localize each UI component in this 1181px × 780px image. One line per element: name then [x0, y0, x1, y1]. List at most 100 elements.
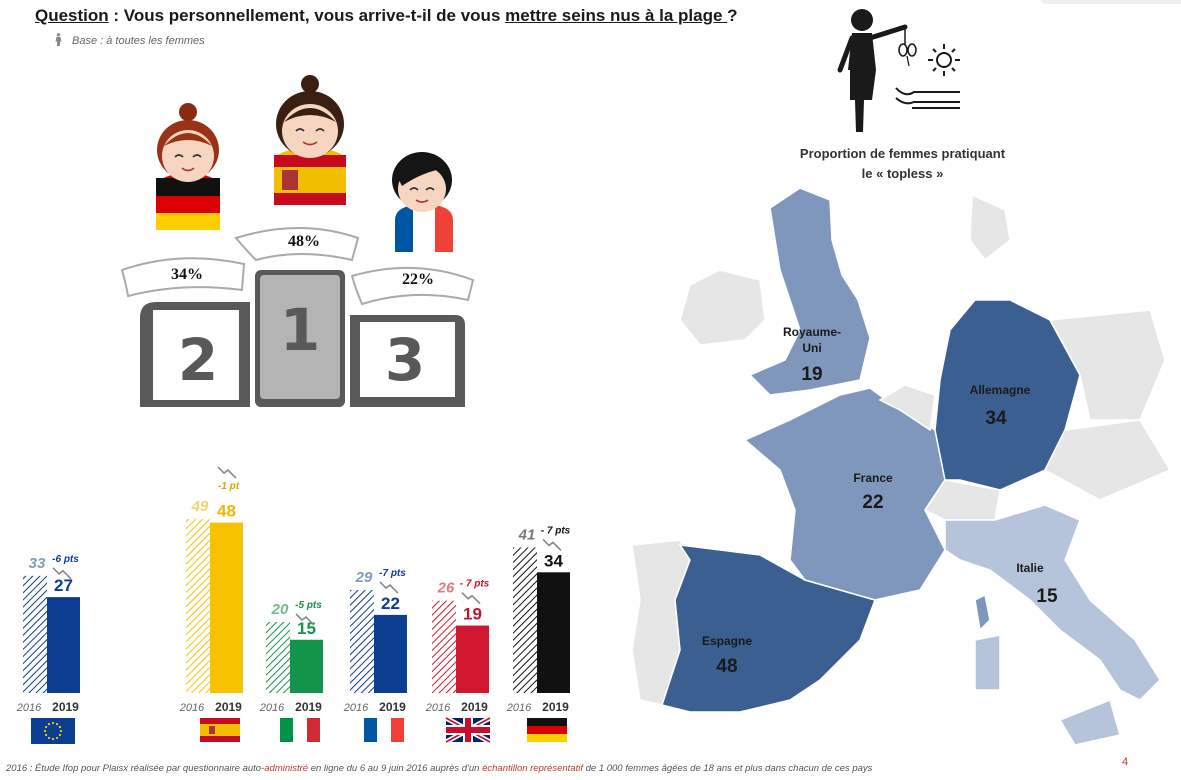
- question-underlined: mettre seins nus à la plage: [505, 6, 728, 25]
- value-2016-europe: 33: [29, 555, 46, 572]
- value-2016-france: 29: [355, 569, 373, 586]
- eu-flag-star: [47, 736, 51, 740]
- value-2019-france: 22: [381, 594, 400, 613]
- bar-2019-italie: [290, 639, 323, 693]
- uk-flag-cross-h-red: [446, 727, 490, 733]
- xlabel-2016-europe: 2016: [16, 702, 42, 714]
- delta-royaume-uni: - 7 pts: [460, 579, 490, 590]
- value-2019-espagne: 48: [217, 502, 236, 521]
- eu-flag-star: [55, 722, 59, 726]
- europe-map: [631, 187, 1172, 746]
- value-2016-royaume-uni: 26: [437, 580, 455, 597]
- xlabel-2016-france: 2016: [343, 702, 369, 714]
- banner-2: 34%: [120, 257, 246, 298]
- podium-rank-2: 2: [178, 326, 218, 394]
- map-label-spain: Espagne: [702, 634, 752, 648]
- bar-2016-royaume-uni: [432, 600, 456, 693]
- podium-value-1: 48%: [288, 233, 320, 250]
- xlabel-2019-allemagne: 2019: [542, 700, 569, 714]
- footnote-part2: administré: [264, 763, 309, 774]
- bar-chart: 33 27 -6 pts 2016 2019 49 48 -1 pt 2016 2019 20 15 -…: [16, 466, 571, 745]
- eu-flag-star: [58, 725, 62, 729]
- question-label: Question: [35, 6, 109, 25]
- trend-down-icon-allemagne: [542, 538, 562, 552]
- spain-woman-avatar: [274, 75, 346, 205]
- value-2016-allemagne: 41: [518, 526, 536, 543]
- question-text: : Vous personnellement, vous arrive-t-il…: [108, 6, 506, 25]
- value-2019-europe: 27: [54, 576, 73, 595]
- question-title: Question : Vous personnellement, vous ar…: [35, 6, 738, 26]
- map-title-line1: Proportion de femmes pratiquant: [799, 146, 1006, 161]
- footnote-part3: en ligne du 6 au 9 juin 2016 auprès d'un: [308, 763, 483, 774]
- xlabel-2016-espagne: 2016: [179, 702, 205, 714]
- value-2016-espagne: 49: [191, 498, 209, 515]
- value-2019-italie: 15: [297, 619, 316, 638]
- xlabel-2019-france: 2019: [379, 700, 406, 714]
- map-sicily: [1058, 698, 1121, 746]
- bar-2019-allemagne: [537, 572, 570, 693]
- delta-france: -7 pts: [379, 568, 406, 579]
- map-label-italy: Italie: [1016, 561, 1044, 575]
- podium-rank-3: 3: [385, 326, 425, 394]
- italy-flag-red: [307, 718, 320, 742]
- xlabel-2019-espagne: 2019: [215, 700, 242, 714]
- bar-2019-espagne: [210, 522, 243, 693]
- eu-flag-star: [55, 736, 59, 740]
- trend-down-icon-italie: [295, 613, 315, 626]
- spain-flag-crest: [209, 726, 215, 734]
- map-italy: [944, 504, 1161, 701]
- banner-1: 48%: [234, 227, 360, 262]
- base-note: Base : à toutes les femmes: [55, 33, 205, 47]
- delta-espagne: -1 pt: [218, 481, 240, 492]
- map-value-uk: 19: [801, 364, 822, 385]
- eu-flag-star: [43, 729, 47, 733]
- value-2019-royaume-uni: 19: [463, 605, 482, 624]
- france-woman-avatar: [392, 152, 453, 252]
- base-text: Base : à toutes les femmes: [72, 35, 205, 47]
- map-value-spain: 48: [716, 656, 737, 677]
- xlabel-2016-royaume-uni: 2016: [425, 702, 451, 714]
- xlabel-2019-italie: 2019: [295, 700, 322, 714]
- bar-2016-allemagne: [513, 547, 537, 693]
- italy-flag-white: [293, 718, 307, 742]
- map-label-uk-line1: Royaume-: [783, 325, 841, 339]
- footnote-part4: échantillon représentatif: [482, 763, 583, 774]
- waves-icon: [895, 87, 960, 109]
- podium-value-2: 34%: [171, 266, 203, 283]
- bar-2016-italie: [266, 622, 290, 693]
- question-end: ?: [727, 6, 738, 25]
- germany-flag-black: [527, 718, 567, 726]
- footnote-part1: 2016 : Étude Ifop pour Plaisx réalisée p…: [6, 763, 265, 774]
- map-czech-austria: [1044, 419, 1172, 501]
- topless-woman-icon: [837, 9, 917, 132]
- bar-2019-europe: [47, 597, 80, 693]
- xlabel-2019-europe: 2019: [52, 700, 79, 714]
- eu-flag-star: [51, 721, 55, 725]
- map-corsica: [974, 593, 991, 632]
- map-france: [743, 387, 946, 601]
- xlabel-2016-allemagne: 2016: [506, 702, 532, 714]
- podium: 2 1 3: [140, 270, 465, 407]
- germany-woman-avatar: [156, 103, 220, 230]
- map-title-line2: le « topless »: [861, 166, 944, 181]
- eu-flag-star: [58, 733, 62, 737]
- france-flag-red: [391, 718, 404, 742]
- bar-2016-europe: [23, 575, 47, 693]
- value-2019-allemagne: 34: [544, 551, 563, 570]
- map-sardinia: [974, 634, 1001, 691]
- banner-3: 22%: [350, 266, 475, 306]
- map-switzerland: [923, 479, 1001, 521]
- map-title: Proportion de femmes pratiquant le « top…: [770, 144, 1035, 184]
- map-label-germany: Allemagne: [970, 383, 1031, 397]
- eu-flag-star: [51, 737, 55, 741]
- delta-italie: -5 pts: [295, 600, 322, 611]
- bar-2019-france: [374, 614, 407, 693]
- map-value-germany: 34: [985, 408, 1007, 429]
- sun-icon: [928, 44, 960, 76]
- xlabel-2019-royaume-uni: 2019: [461, 700, 488, 714]
- map-value-france: 22: [862, 492, 883, 513]
- italy-flag-green: [280, 718, 293, 742]
- footnote: 2016 : Étude Ifop pour Plaisx réalisée p…: [6, 763, 872, 774]
- map-label-france: France: [853, 471, 893, 485]
